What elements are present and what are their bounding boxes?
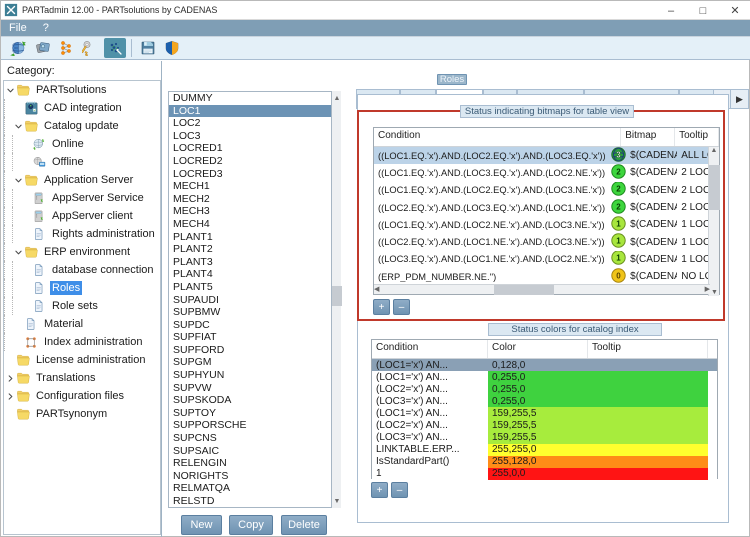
svg-text:2: 2 [616,167,621,176]
svg-text:1: 1 [616,236,621,245]
svg-text:1: 1 [616,254,621,263]
svg-text:2: 2 [616,202,621,211]
svg-text:2: 2 [616,185,621,194]
svg-text:1: 1 [616,219,621,228]
svg-text:3: 3 [616,150,621,159]
svg-text:0: 0 [616,271,621,280]
